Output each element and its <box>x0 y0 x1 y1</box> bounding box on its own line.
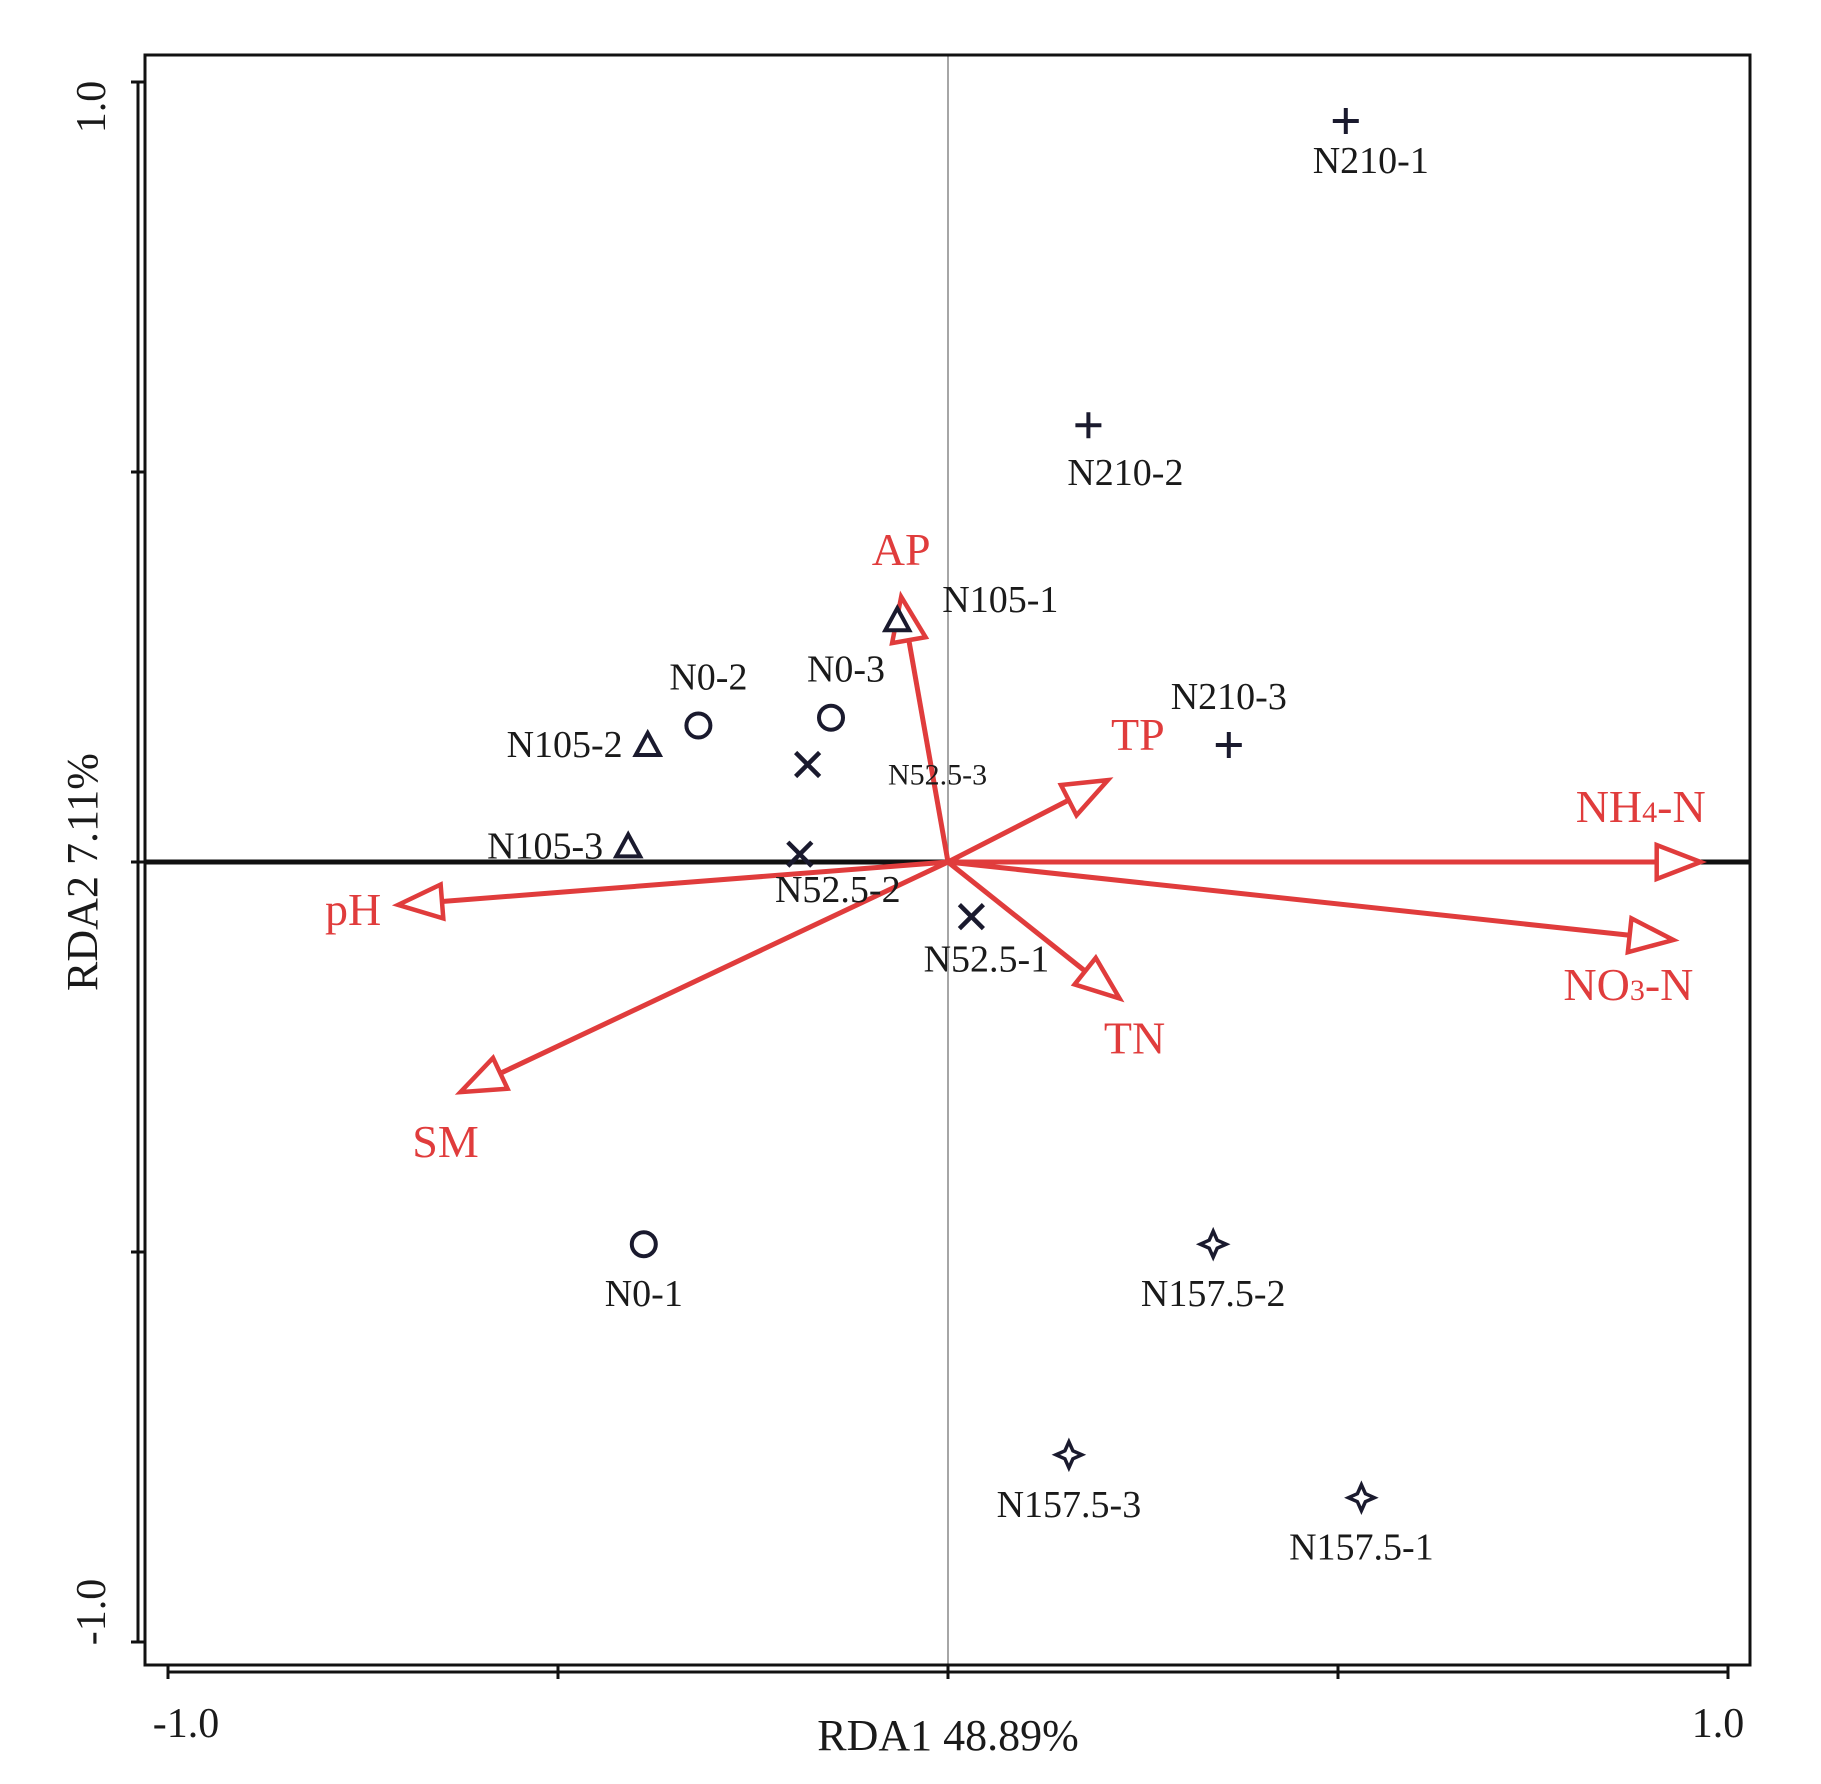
triangle-marker <box>881 604 913 633</box>
sample-label-N0-2: N0-2 <box>669 657 747 699</box>
x-tick-label-min: -1.0 <box>153 1701 220 1747</box>
sample-label-N52.5-3: N52.5-3 <box>888 759 987 792</box>
env-label-NH4-N: NH4-N <box>1576 781 1706 832</box>
y-tick-label-min: -1.0 <box>69 1579 115 1646</box>
plus-marker <box>1332 108 1359 134</box>
y-axis-title: RDA2 7.11% <box>58 753 107 991</box>
sample-N52.5-2: N52.5-2 <box>775 840 901 911</box>
sample-label-N210-1: N210-1 <box>1313 140 1429 182</box>
circle-marker <box>684 711 713 740</box>
triangle-marker <box>632 728 664 757</box>
env-label-NO3-N: NO3-N <box>1563 959 1693 1010</box>
sample-label-N52.5-2: N52.5-2 <box>775 869 901 911</box>
env-arrow-head <box>391 881 446 922</box>
env-arrow-head <box>1654 841 1707 883</box>
env-vector-NH4-N: NH4-N <box>948 781 1707 883</box>
env-vector-AP: AP <box>872 524 951 863</box>
sample-N157.5-2: N157.5-2 <box>1141 1226 1286 1315</box>
sample-N105-2: N105-2 <box>507 724 664 766</box>
env-vector-pH: pH <box>325 859 949 935</box>
sample-label-N210-3: N210-3 <box>1171 676 1287 718</box>
x-marker <box>794 750 822 779</box>
circle-marker <box>817 703 845 732</box>
sample-label-N210-2: N210-2 <box>1067 452 1183 494</box>
x-marker <box>957 903 985 931</box>
sample-label-N157.5-1: N157.5-1 <box>1289 1527 1434 1569</box>
env-arrow-shaft <box>947 859 1630 938</box>
env-arrow-shaft <box>946 860 1087 974</box>
sample-label-N157.5-2: N157.5-2 <box>1141 1273 1286 1315</box>
x-axis-title: RDA1 48.89% <box>817 1711 1079 1760</box>
env-label-pH: pH <box>325 884 381 935</box>
sample-N210-1: N210-1 <box>1313 108 1429 182</box>
environmental-vectors: AP TP NH4-N NO3-N TN pH SM <box>325 524 1707 1167</box>
env-arrow-shaft <box>906 639 951 863</box>
star-marker <box>1344 1480 1379 1516</box>
sample-label-N105-1: N105-1 <box>942 579 1058 621</box>
env-arrow-shaft <box>499 859 950 1076</box>
sample-label-N52.5-1: N52.5-1 <box>924 939 1050 981</box>
triangle-marker <box>612 830 644 859</box>
sample-points: N0-1 N0-2 N0-3 N52.5-1 N52.5-2 N52.5-3 N105-1 N… <box>487 108 1434 1569</box>
sample-N210-2: N210-2 <box>1067 412 1183 494</box>
sample-label-N157.5-3: N157.5-3 <box>997 1484 1142 1526</box>
sample-label-N0-3: N0-3 <box>807 649 885 691</box>
x-tick-label-max: 1.0 <box>1692 1701 1745 1747</box>
env-arrow-head <box>1070 953 1125 1003</box>
env-arrow-shaft <box>946 797 1070 865</box>
sample-N105-3: N105-3 <box>487 825 644 867</box>
axes: -1.0 1.0 -1.0 1.0 <box>69 53 1752 1747</box>
x-marker <box>786 840 814 868</box>
sample-N157.5-1: N157.5-1 <box>1289 1480 1434 1569</box>
sample-N105-1: N105-1 <box>881 579 1058 633</box>
star-marker <box>1195 1226 1231 1262</box>
star-marker <box>1051 1437 1087 1473</box>
env-label-SM: SM <box>412 1116 478 1167</box>
env-arrow-head <box>454 1054 511 1095</box>
env-label-TN: TN <box>1104 1013 1165 1064</box>
env-vector-NO3-N: NO3-N <box>947 859 1693 1010</box>
sample-N0-3: N0-3 <box>807 649 885 732</box>
env-label-TP: TP <box>1111 709 1165 760</box>
plus-marker <box>1075 412 1102 439</box>
sample-N157.5-3: N157.5-3 <box>997 1437 1142 1526</box>
sample-N52.5-1: N52.5-1 <box>924 903 1050 981</box>
env-vector-TN: TN <box>946 860 1165 1064</box>
sample-N52.5-3: N52.5-3 <box>794 750 987 792</box>
env-arrow-shaft <box>441 859 949 904</box>
circle-marker <box>629 1230 658 1259</box>
env-arrow-head <box>1625 914 1680 956</box>
sample-label-N105-3: N105-3 <box>487 825 603 867</box>
y-tick-label-max: 1.0 <box>69 81 115 134</box>
sample-N210-3: N210-3 <box>1171 676 1287 758</box>
env-vector-SM: SM <box>412 859 950 1167</box>
env-arrow-head <box>1057 777 1114 820</box>
env-vector-TP: TP <box>946 709 1165 865</box>
sample-label-N0-1: N0-1 <box>605 1273 683 1315</box>
plus-marker <box>1215 732 1242 758</box>
env-label-AP: AP <box>872 524 931 575</box>
sample-N0-2: N0-2 <box>669 657 747 740</box>
sample-label-N105-2: N105-2 <box>507 724 623 766</box>
sample-N0-1: N0-1 <box>605 1230 683 1315</box>
